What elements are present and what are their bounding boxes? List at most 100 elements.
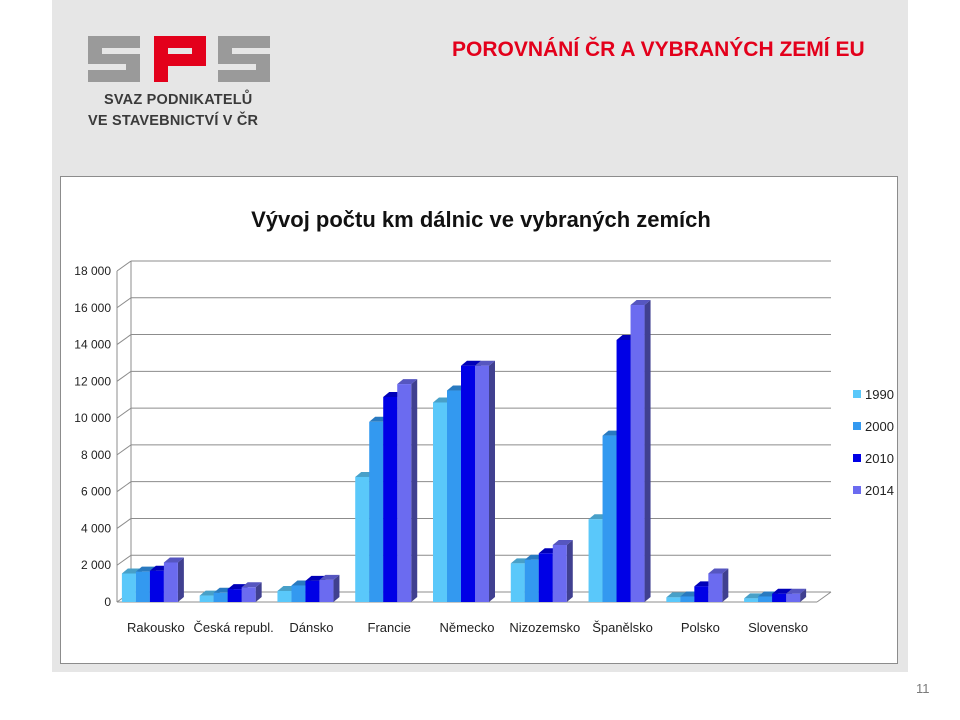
x-tick-label: Španělsko — [592, 620, 653, 635]
bar — [305, 580, 320, 602]
bar-top — [319, 574, 340, 580]
y-tick-label: 10 000 — [74, 411, 111, 425]
bar — [510, 563, 525, 602]
bar — [213, 592, 228, 602]
gridline-depth — [116, 481, 132, 493]
bar — [475, 365, 489, 602]
legend-label: 2010 — [865, 451, 894, 466]
bar-top — [708, 568, 729, 574]
bar-chart: 0 2 000 4 000 6 000 8 000 10 000 12 000 14 000 1… — [74, 207, 894, 635]
bar-top — [461, 360, 481, 366]
x-tick-label: Polsko — [681, 620, 720, 635]
legend-swatch — [853, 454, 861, 462]
bar — [447, 390, 461, 602]
bar-top — [552, 539, 573, 545]
gridline-depth — [116, 444, 132, 456]
y-tick-label: 6 000 — [81, 485, 111, 499]
y-tick-label: 16 000 — [74, 301, 111, 315]
bar — [291, 585, 306, 602]
slide-title: POROVNÁNÍ ČR A VYBRANÝCH ZEMÍ EU — [452, 38, 865, 61]
bar — [383, 396, 398, 602]
y-tick-label: 2 000 — [81, 558, 111, 572]
logo-line-1: SVAZ PODNIKATELŮ — [104, 92, 253, 108]
gridline-depth — [116, 518, 132, 529]
bar — [602, 435, 617, 602]
gridline-depth — [116, 334, 132, 345]
bar — [397, 384, 412, 602]
x-tick-label: Nizozemsko — [509, 620, 580, 635]
y-tick-label: 12 000 — [74, 374, 111, 388]
bar — [241, 587, 256, 602]
legend-label: 1990 — [865, 387, 894, 402]
bar-top — [397, 379, 418, 385]
bar — [199, 595, 214, 602]
legend-swatch — [853, 422, 861, 430]
bar-side — [722, 568, 729, 602]
sps-logo-mark — [88, 36, 270, 82]
bar — [277, 590, 292, 602]
bar — [772, 593, 787, 602]
bar-top — [163, 557, 184, 563]
bar — [666, 597, 681, 602]
bar — [369, 421, 384, 602]
bar — [135, 571, 150, 602]
x-tick-label: Česká republ. — [194, 620, 274, 635]
bar — [538, 553, 553, 602]
y-tick-label: 4 000 — [81, 521, 111, 535]
sps-logo: SVAZ PODNIKATELŮ VE STAVEBNICTVÍ V ČR — [84, 30, 284, 140]
bar — [149, 570, 164, 602]
y-tick-label: 8 000 — [81, 448, 111, 462]
bar — [355, 476, 370, 602]
gridline-depth — [116, 370, 132, 382]
bar — [758, 596, 773, 602]
chart-panel: 0 2 000 4 000 6 000 8 000 10 000 12 000 14 000 1… — [60, 176, 898, 664]
bar — [786, 593, 801, 602]
gridline-depth — [116, 260, 132, 272]
bar — [552, 544, 567, 602]
bar — [227, 589, 242, 602]
bar-top — [630, 300, 651, 306]
x-tick-label: Francie — [368, 620, 411, 635]
bar — [588, 519, 603, 602]
legend-label: 2014 — [865, 483, 894, 498]
bar — [461, 365, 475, 602]
y-tick-label: 0 — [104, 595, 111, 609]
gridline-depth — [116, 297, 132, 309]
y-tick-label: 14 000 — [74, 338, 111, 352]
bar-top — [475, 360, 495, 366]
bar — [744, 598, 759, 602]
page-number: 11 — [916, 681, 930, 696]
floor-edge — [816, 591, 832, 603]
bar — [680, 596, 695, 602]
gridline-depth — [116, 554, 132, 566]
bar — [708, 573, 723, 602]
bar-side — [644, 300, 651, 602]
bar — [694, 586, 709, 602]
bar — [163, 562, 178, 602]
bar-top — [786, 588, 807, 594]
legend-swatch — [853, 390, 861, 398]
bar-side — [177, 557, 184, 602]
x-tick-label: Slovensko — [748, 620, 808, 635]
bar-top — [772, 588, 793, 594]
bar — [319, 579, 334, 602]
bar — [630, 305, 645, 602]
bar-side — [333, 574, 340, 602]
legend-label: 2000 — [865, 419, 894, 434]
bar-side — [800, 588, 807, 602]
bar — [121, 573, 136, 602]
bar-side — [489, 360, 495, 602]
gridline-depth — [116, 407, 132, 419]
bar — [616, 339, 631, 602]
logo-line-2: VE STAVEBNICTVÍ V ČR — [88, 113, 259, 129]
y-tick-label: 18 000 — [74, 264, 111, 278]
x-tick-label: Dánsko — [289, 620, 333, 635]
bar — [433, 402, 447, 602]
legend-swatch — [853, 486, 861, 494]
bar — [524, 559, 539, 602]
bar-side — [566, 539, 573, 602]
x-tick-label: Německo — [440, 620, 495, 635]
bar-side — [411, 379, 418, 602]
x-tick-label: Rakousko — [127, 620, 185, 635]
bar-top — [241, 582, 262, 588]
